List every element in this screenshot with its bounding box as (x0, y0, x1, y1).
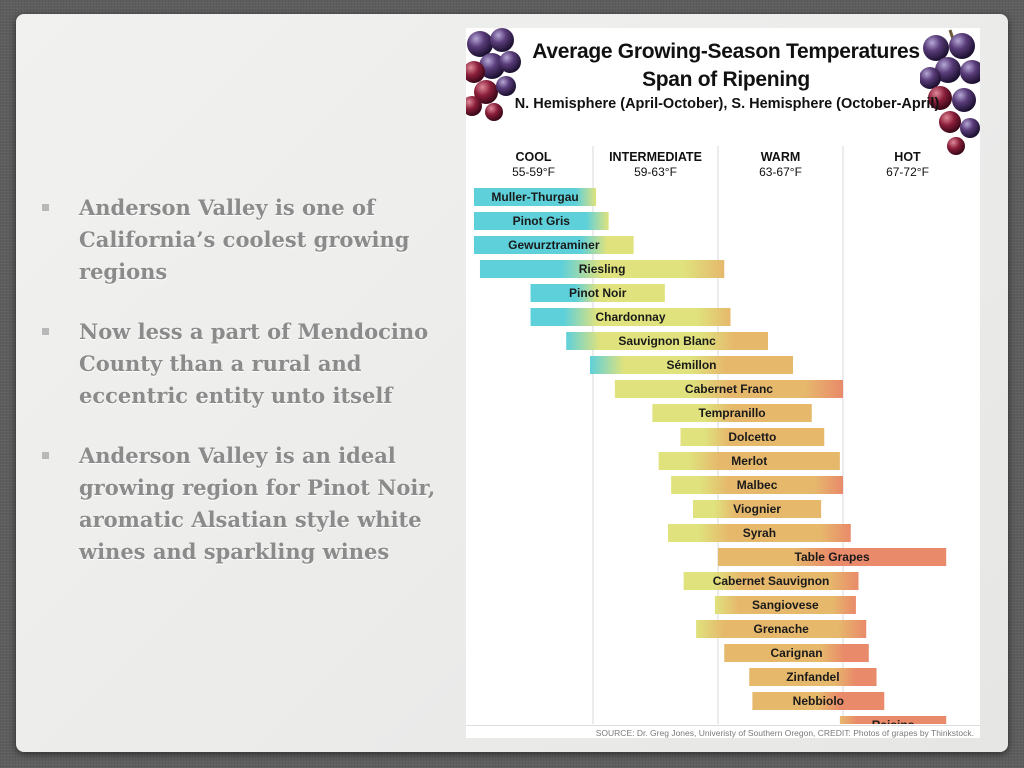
zone-range: 55-59°F (512, 165, 555, 179)
bar-label: Tempranillo (699, 406, 766, 420)
bar-label: Sémillon (667, 358, 717, 372)
bar-label: Gewurztraminer (508, 238, 600, 252)
bar-grenache (696, 620, 867, 638)
bar-label: Dolcetto (728, 430, 776, 444)
bar-label: Raisins (872, 718, 915, 724)
bar-label: Nebbiolo (793, 694, 844, 708)
bar-sauvignon-blanc (566, 332, 768, 350)
bar-label: Zinfandel (786, 670, 839, 684)
bar-label: Viognier (733, 502, 781, 516)
bar-pinot-gris (474, 212, 609, 230)
bullet-text: Now less a part of Mendocino County than… (79, 319, 429, 408)
bar-sangiovese (714, 596, 856, 614)
bullet-text: Anderson Valley is one of California’s c… (79, 195, 410, 284)
bar-label: Sangiovese (752, 598, 819, 612)
bar-label: Table Grapes (795, 550, 870, 564)
bullet-item: Anderson Valley is an ideal growing regi… (42, 440, 452, 568)
zone-name: INTERMEDIATE (609, 150, 702, 164)
chart-source-credit: SOURCE: Dr. Greg Jones, Univeristy of So… (466, 725, 980, 738)
grape-cluster-left-icon (466, 28, 521, 121)
zone-header-cool: COOL 55-59°F (474, 150, 593, 180)
bar-s-millon (590, 356, 793, 374)
bar-cabernet-franc (614, 380, 843, 398)
zone-name: WARM (760, 150, 801, 164)
wine-temperature-chart: Average Growing-Season Temperatures Span… (466, 28, 980, 738)
chart-title: Average Growing-Season Temperatures (532, 40, 920, 63)
bar-label: Chardonnay (596, 310, 666, 324)
bar-viognier (693, 500, 822, 518)
zone-name: COOL (515, 150, 552, 164)
bar-cabernet-sauvignon (683, 572, 859, 590)
bar-merlot (658, 452, 840, 470)
bar-label: Cabernet Franc (685, 382, 773, 396)
chart-subtitle: Span of Ripening (642, 68, 810, 91)
bar-riesling (479, 260, 725, 278)
zone-range: 67-72°F (886, 165, 929, 179)
bar-gewurztraminer (474, 236, 634, 254)
bar-label: Cabernet Sauvignon (713, 574, 830, 588)
zone-header-hot: HOT 67-72°F (843, 150, 972, 180)
chart-plot: Muller-Thurgau Pinot Gris Gewurztraminer Ri… (474, 146, 947, 724)
bullet-item: Anderson Valley is one of California’s c… (42, 192, 452, 288)
slide: Anderson Valley is one of California’s c… (16, 14, 1008, 752)
bar-syrah (668, 524, 851, 542)
zone-range: 59-63°F (634, 165, 677, 179)
bar-tempranillo (652, 404, 812, 422)
bar-carignan (724, 644, 869, 662)
bar-label: Pinot Gris (513, 214, 571, 228)
bar-label: Syrah (743, 526, 776, 540)
zone-name: HOT (894, 150, 921, 164)
bar-label: Muller-Thurgau (491, 190, 578, 204)
bar-label: Grenache (753, 622, 809, 636)
bar-label: Riesling (579, 262, 626, 276)
bar-malbec (671, 476, 843, 494)
bar-dolcetto (680, 428, 825, 446)
bar-label: Carignan (771, 646, 823, 660)
bar-label: Pinot Noir (569, 286, 627, 300)
bar-chardonnay (530, 308, 731, 326)
zone-header-intermediate: INTERMEDIATE 59-63°F (593, 150, 718, 180)
zone-range: 63-67°F (759, 165, 802, 179)
bullet-square-icon (42, 204, 49, 211)
bar-pinot-noir (530, 284, 665, 302)
bullet-text: Anderson Valley is an ideal growing regi… (79, 443, 436, 564)
bar-raisins (839, 716, 947, 724)
bar-muller-thurgau (474, 188, 597, 206)
bullet-item: Now less a part of Mendocino County than… (42, 316, 452, 412)
bullet-square-icon (42, 452, 49, 459)
bar-label: Sauvignon Blanc (618, 334, 716, 348)
bullet-square-icon (42, 328, 49, 335)
bar-label: Malbec (737, 478, 778, 492)
bar-label: Merlot (731, 454, 767, 468)
grape-cluster-right-icon (920, 29, 980, 155)
bar-nebbiolo (752, 692, 885, 710)
chart-subtitle-hemispheres: N. Hemisphere (April-October), S. Hemisp… (514, 96, 940, 112)
bullet-list: Anderson Valley is one of California’s c… (42, 192, 452, 596)
zone-header-warm: WARM 63-67°F (718, 150, 843, 180)
bar-table-grapes (718, 548, 947, 566)
bar-zinfandel (749, 668, 877, 686)
